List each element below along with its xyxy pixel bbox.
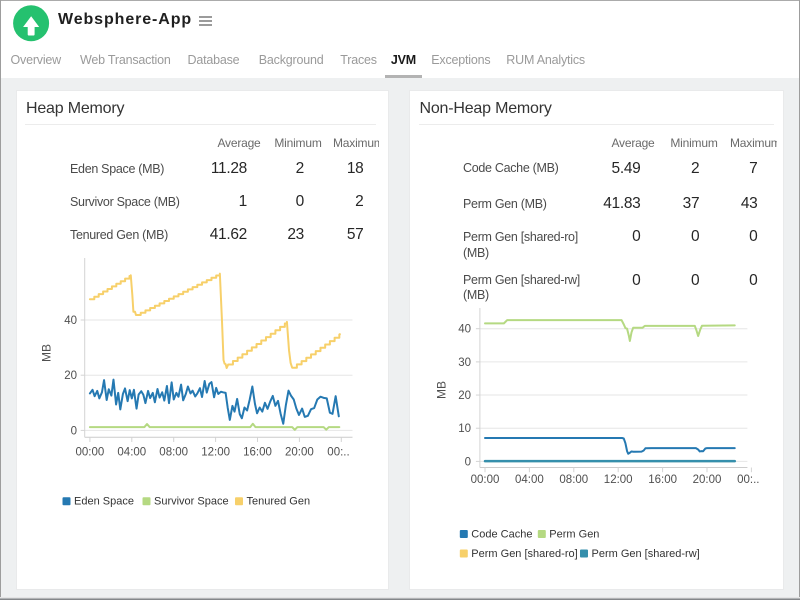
svg-text:00:..: 00:.. <box>327 447 349 459</box>
svg-text:Tenured Gen: Tenured Gen <box>247 496 311 508</box>
svg-text:00:00: 00:00 <box>76 447 105 459</box>
svg-text:20: 20 <box>64 370 77 382</box>
svg-text:MB: MB <box>39 344 53 362</box>
svg-text:40: 40 <box>64 315 77 327</box>
svg-text:10: 10 <box>458 423 471 435</box>
svg-text:12:00: 12:00 <box>604 474 633 486</box>
svg-text:Survivor Space: Survivor Space <box>154 496 229 508</box>
svg-text:0: 0 <box>465 456 471 468</box>
svg-text:16:00: 16:00 <box>243 447 272 459</box>
svg-text:20: 20 <box>458 390 471 402</box>
svg-text:08:00: 08:00 <box>159 447 188 459</box>
svg-text:00:00: 00:00 <box>471 474 500 486</box>
svg-text:04:00: 04:00 <box>117 447 146 459</box>
svg-text:30: 30 <box>458 357 471 369</box>
svg-text:20:00: 20:00 <box>285 447 314 459</box>
svg-text:Perm Gen [shared-ro]: Perm Gen [shared-ro] <box>471 548 577 560</box>
svg-text:04:00: 04:00 <box>515 474 544 486</box>
svg-text:00:..: 00:.. <box>737 474 759 486</box>
svg-text:Perm Gen: Perm Gen <box>549 529 599 541</box>
svg-text:12:00: 12:00 <box>201 447 230 459</box>
svg-text:Perm Gen [shared-rw]: Perm Gen [shared-rw] <box>592 548 700 560</box>
svg-text:08:00: 08:00 <box>559 474 588 486</box>
svg-text:0: 0 <box>71 425 77 437</box>
svg-text:40: 40 <box>458 324 471 336</box>
svg-text:MB: MB <box>435 381 449 399</box>
svg-text:Eden Space: Eden Space <box>74 496 134 508</box>
svg-text:20:00: 20:00 <box>693 474 722 486</box>
svg-text:Code Cache: Code Cache <box>471 529 532 541</box>
svg-text:16:00: 16:00 <box>648 474 677 486</box>
